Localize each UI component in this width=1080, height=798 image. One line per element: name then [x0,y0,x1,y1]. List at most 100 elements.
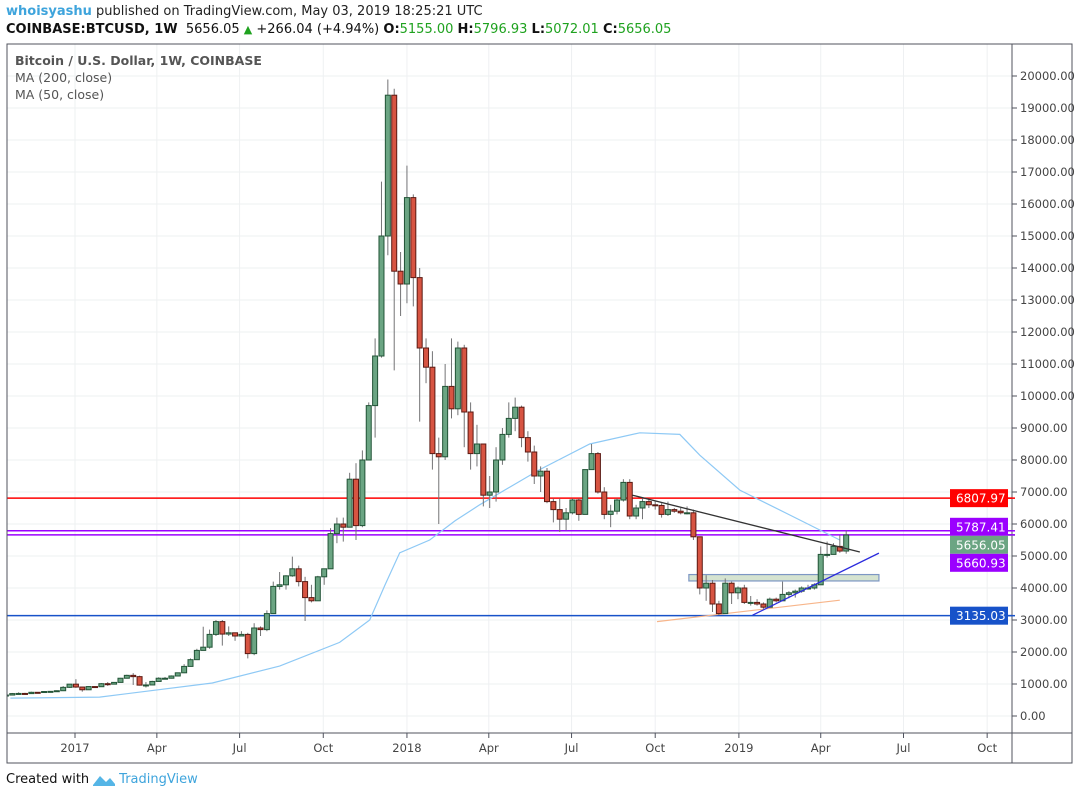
indicator-ma200[interactable]: MA (200, close) [15,70,112,85]
candle [41,691,48,694]
price-axis[interactable]: 0.00 1000.00 2000.00 3000.00 4000.00 5000.00 6… [1012,69,1075,723]
candle-body [582,469,589,515]
candle [550,498,557,523]
candle-body [614,499,621,512]
x-tick-label: Oct [645,741,665,755]
candle-body [423,347,430,368]
candle-body [830,545,837,555]
candle-body [187,659,194,667]
candle [684,506,691,515]
candle [123,674,130,679]
x-tick-label: Oct [977,741,997,755]
candle-body [480,443,487,496]
candle [435,437,442,524]
candle-body [244,633,251,655]
candle [244,632,251,659]
candle [403,165,410,304]
footer: Created with TradingView [6,772,198,787]
candle [645,498,652,508]
candle [410,194,417,307]
candle [671,508,678,513]
y-tick-label: 11000.00 [1020,357,1075,371]
candle [518,405,525,448]
candle [353,463,360,540]
candle [9,692,16,696]
time-axis[interactable]: 2017 Apr Jul Oct 2018 Apr Jul Oct 2019 Apr Jul Oct [60,733,998,755]
candle [7,694,9,697]
candle-body [365,405,372,461]
plot-area[interactable] [3,79,1012,699]
candle [696,536,703,595]
close-label: C: [602,22,618,37]
candle [531,445,538,484]
candle [817,546,824,586]
candle-body [677,510,684,514]
candle-body [149,680,156,686]
publish-text: published on TradingView.com, May 03, 20… [96,4,483,19]
candle [569,498,576,515]
candle [372,338,379,438]
author-link[interactable]: whoisyashu [6,4,92,19]
candle-body [72,683,79,688]
candle-body [162,677,169,680]
x-tick-label: Jul [564,741,579,755]
candle-body [626,481,633,517]
candle [836,535,843,553]
candle-body [645,501,652,506]
candle [601,487,608,520]
y-tick-label: 0.00 [1020,709,1046,723]
candle [728,581,735,604]
symbol-info: COINBASE:BTCUSD, 1W 5656.05 ▲ +266.04 (+… [6,22,671,37]
candle-body [607,510,614,515]
candle-body [760,603,767,608]
candle [308,584,315,603]
y-tick-label: 14000.00 [1020,261,1075,275]
candle [543,468,550,504]
candle [652,501,659,510]
candle-body [416,277,423,349]
candle [582,469,589,515]
candle-body [397,270,404,285]
candle-body [206,633,213,648]
candle-body [454,347,461,410]
last-price: 5656.05 [185,22,240,37]
candle-body [384,94,391,237]
candle-body [741,587,748,603]
candle-body [263,613,270,631]
candle-body [168,675,175,679]
candle-body [461,347,468,413]
x-tick-label: Oct [313,741,333,755]
y-tick-label: 1000.00 [1020,677,1068,691]
candle [384,79,391,256]
candle-body [467,411,474,455]
tradingview-link[interactable]: TradingView [119,772,198,787]
indicator-ma50[interactable]: MA (50, close) [15,87,104,102]
candle [219,620,226,646]
price-label-text: 3135.03 [956,609,1006,623]
candle-body [232,632,239,637]
y-tick-label: 10000.00 [1020,389,1075,403]
candle-body [715,603,722,615]
candle [136,675,143,686]
candle [594,452,601,494]
y-tick-label: 12000.00 [1020,325,1075,339]
candle [499,428,506,465]
candle [359,450,366,528]
candle-body [429,366,436,455]
price-label-bg [950,489,1008,508]
candle [162,676,169,680]
open-value: 5155.00 [399,22,454,37]
candle [754,599,761,606]
candle-body [41,691,48,694]
candle [263,610,270,632]
candle-body [652,504,659,507]
candle-body [696,536,703,589]
candle [333,517,340,544]
candle-body [792,590,799,594]
y-tick-label: 8000.00 [1020,453,1068,467]
candle-body [21,692,28,695]
candle-body [282,575,289,586]
candle-body [7,694,9,697]
candle [626,479,633,520]
